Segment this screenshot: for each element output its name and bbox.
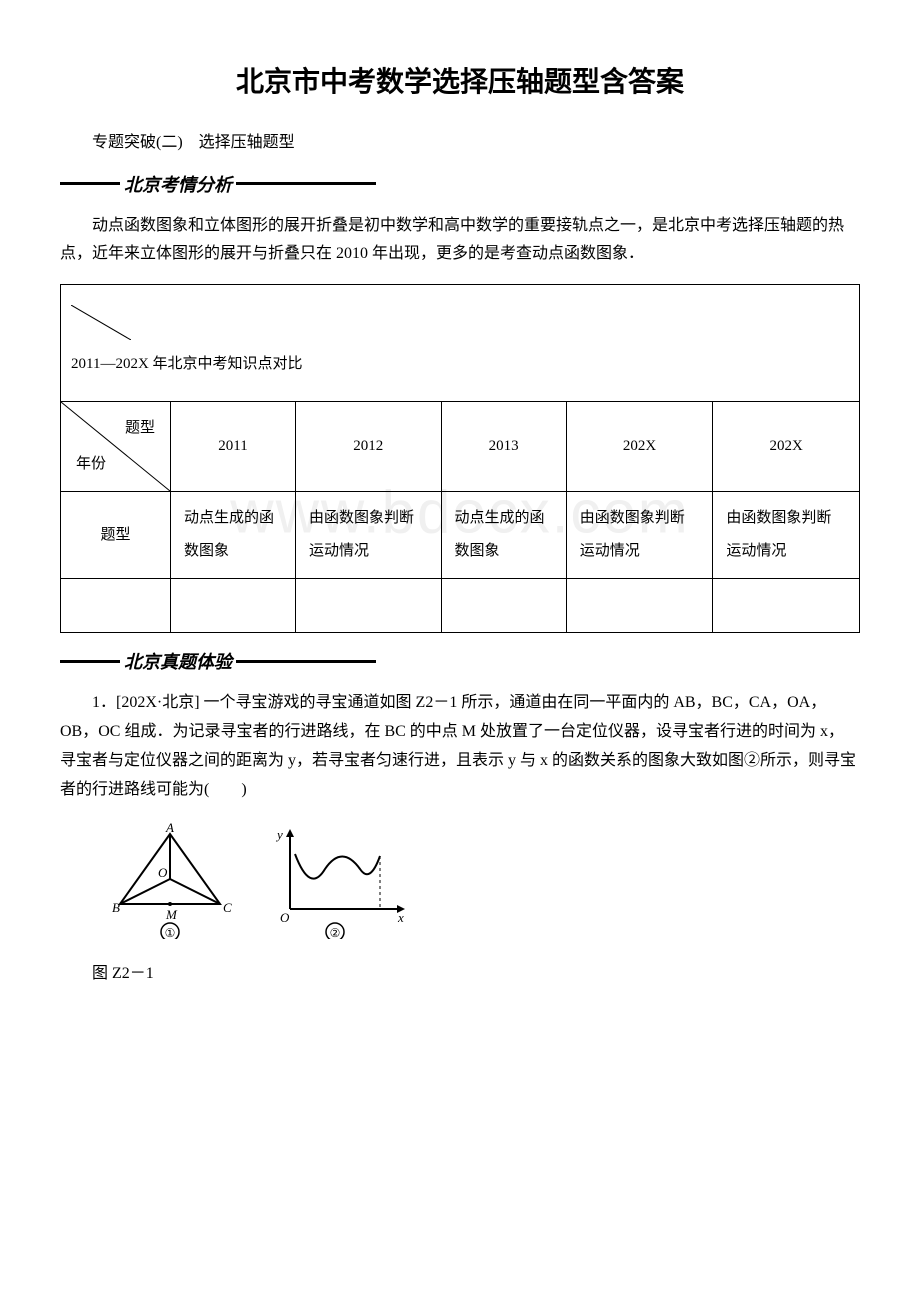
year-cell: 2013 [441,402,566,492]
section-banner-analysis: 北京考情分析 [60,171,860,197]
year-cell: 2011 [171,402,296,492]
banner-line [236,182,376,185]
svg-text:②: ② [330,926,341,939]
banner-line [236,660,376,663]
table-row: 题型 动点生成的函数图象 由函数图象判断运动情况 动点生成的函数图象 由函数图象… [61,492,860,579]
empty-cell [441,579,566,633]
empty-cell [566,579,713,633]
diagonal-header-cell: 题型 年份 [61,402,171,492]
row-label-cell: 题型 [61,492,171,579]
table-row: 2011—202X 年北京中考知识点对比 [61,285,860,402]
svg-text:M: M [165,907,178,922]
content-cell: 动点生成的函数图象 [441,492,566,579]
svg-text:C: C [223,900,232,915]
diagonal-line-icon [71,305,131,340]
empty-cell [295,579,441,633]
geometry-diagram-icon: A O B C M ① y O x ② [100,819,420,939]
year-cell: 202X [566,402,713,492]
diag-label-top: 题型 [125,412,155,445]
comparison-table: 2011—202X 年北京中考知识点对比 题型 年份 2011 2012 201… [60,284,860,633]
merged-header-text: 2011—202X 年北京中考知识点对比 [71,348,849,381]
intro-paragraph: 动点函数图象和立体图形的展开折叠是初中数学和高中数学的重要接轨点之一，是北京中考… [60,212,860,270]
year-cell: 2012 [295,402,441,492]
figure-label: 图 Z2－1 [60,959,860,983]
empty-cell [61,579,171,633]
document-content: 北京市中考数学选择压轴题型含答案 专题突破(二) 选择压轴题型 北京考情分析 动… [60,60,860,983]
svg-text:B: B [112,900,120,915]
content-cell: 动点生成的函数图象 [171,492,296,579]
svg-text:y: y [275,827,283,842]
banner-line [60,660,120,663]
table-header-merged: 2011—202X 年北京中考知识点对比 [61,285,860,402]
banner-line [60,182,120,185]
year-cell: 202X [713,402,860,492]
subtitle: 专题突破(二) 选择压轴题型 [60,130,860,156]
table-row [61,579,860,633]
svg-text:①: ① [165,926,176,939]
banner-text-1: 北京考情分析 [120,171,236,197]
banner-text-2: 北京真题体验 [120,648,236,674]
svg-text:x: x [397,910,404,925]
table-row: 题型 年份 2011 2012 2013 202X 202X [61,402,860,492]
svg-text:A: A [165,820,174,835]
question-1: 1．[202X·北京] 一个寻宝游戏的寻宝通道如图 Z2－1 所示，通道由在同一… [60,689,860,804]
empty-cell [171,579,296,633]
empty-cell [713,579,860,633]
content-cell: 由函数图象判断运动情况 [713,492,860,579]
content-cell: 由函数图象判断运动情况 [295,492,441,579]
figure-z2-1: A O B C M ① y O x ② [100,819,860,944]
page-title: 北京市中考数学选择压轴题型含答案 [60,60,860,100]
section-banner-experience: 北京真题体验 [60,648,860,674]
svg-text:O: O [158,865,168,880]
diag-label-bottom: 年份 [76,448,106,481]
svg-text:O: O [280,910,290,925]
content-cell: 由函数图象判断运动情况 [566,492,713,579]
